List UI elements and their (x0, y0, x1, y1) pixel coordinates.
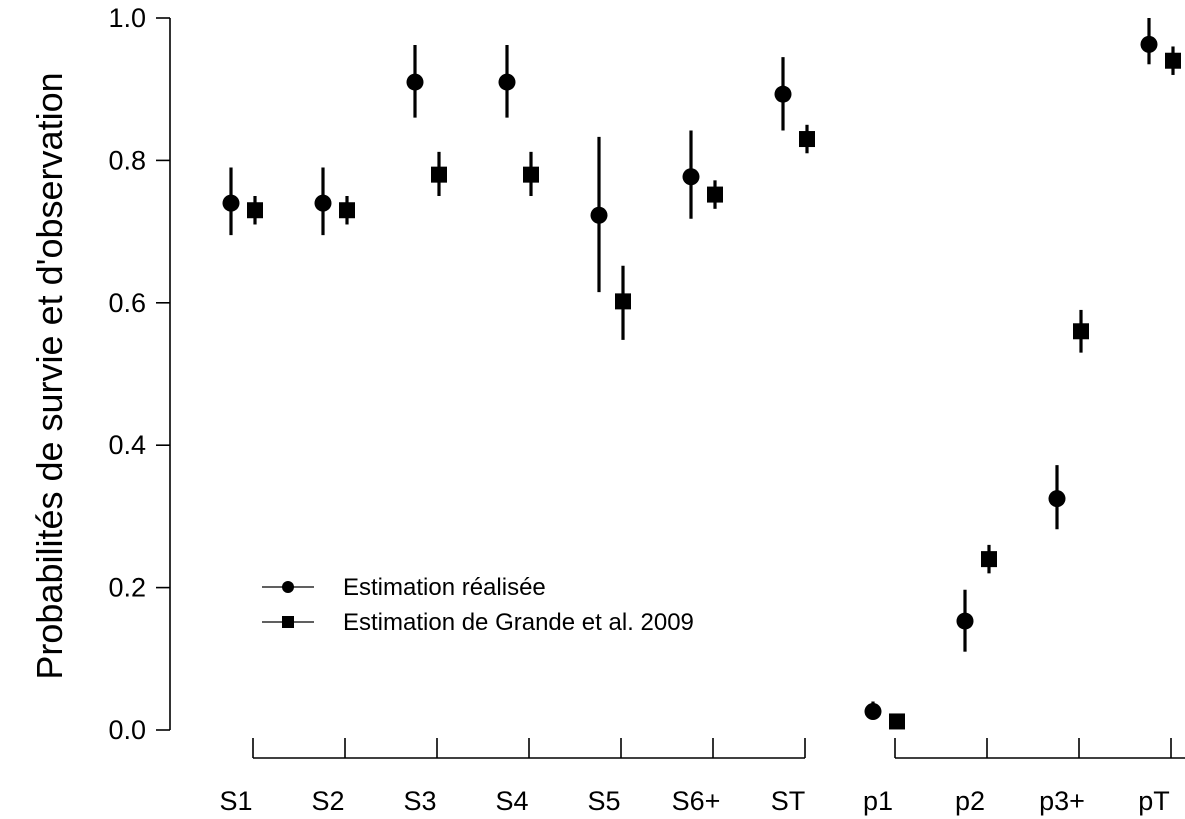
data-point-square (707, 186, 723, 203)
data-point-circle (682, 168, 700, 186)
data-point-square (1073, 323, 1089, 340)
y-tick-label: 0.2 (108, 573, 146, 603)
data-point-square (615, 293, 631, 310)
y-axis-label: Probabilités de survie et d'observation (29, 72, 70, 679)
data-point-square (981, 551, 997, 568)
data-point-circle (956, 612, 974, 630)
x-tick-label: pT (1138, 786, 1170, 816)
data-point-circle (406, 73, 424, 91)
x-tick-label: p2 (955, 786, 985, 816)
data-point-square (431, 166, 447, 183)
x-tick-label: S1 (219, 786, 252, 816)
data-point-circle (1140, 35, 1158, 53)
data-point-circle (590, 206, 608, 224)
x-tick-label: ST (771, 786, 806, 816)
y-tick-label: 0.0 (108, 715, 146, 745)
y-tick-label: 1.0 (108, 3, 146, 33)
legend-label: Estimation réalisée (343, 574, 546, 601)
y-tick-label: 0.6 (108, 288, 146, 318)
legend-label: Estimation de Grande et al. 2009 (343, 609, 694, 636)
data-point-square (523, 166, 539, 183)
legend: Estimation réalisée Estimation de Grande … (262, 574, 694, 636)
data-point-square (799, 131, 815, 148)
data-point-circle (774, 85, 792, 103)
data-point-square (889, 713, 905, 730)
y-tick-label: 0.4 (108, 430, 146, 460)
y-axis: 0.0 0.2 0.4 0.6 0.8 1.0 (108, 3, 171, 745)
data-marks (222, 18, 1181, 730)
x-axis: S1 S2 S3 S4 S5 S6+ ST p1 p2 p3+ pT (219, 738, 1185, 816)
data-point-square (247, 202, 263, 219)
x-tick-label: p1 (863, 786, 893, 816)
y-tick-label: 0.8 (108, 145, 146, 175)
legend-circle-marker (282, 581, 294, 593)
x-tick-label: S6+ (672, 786, 721, 816)
data-point-circle (1048, 490, 1066, 508)
x-tick-label: S5 (587, 786, 620, 816)
data-point-square (1165, 52, 1181, 69)
data-point-circle (314, 194, 332, 212)
x-tick-label: S3 (403, 786, 436, 816)
data-point-circle (498, 73, 516, 91)
x-tick-label: S4 (495, 786, 528, 816)
x-tick-label: S2 (311, 786, 344, 816)
data-point-circle (864, 702, 882, 720)
x-tick-label: p3+ (1039, 786, 1085, 816)
data-point-circle (222, 194, 240, 212)
data-point-square (339, 202, 355, 219)
legend-square-marker (282, 616, 294, 628)
